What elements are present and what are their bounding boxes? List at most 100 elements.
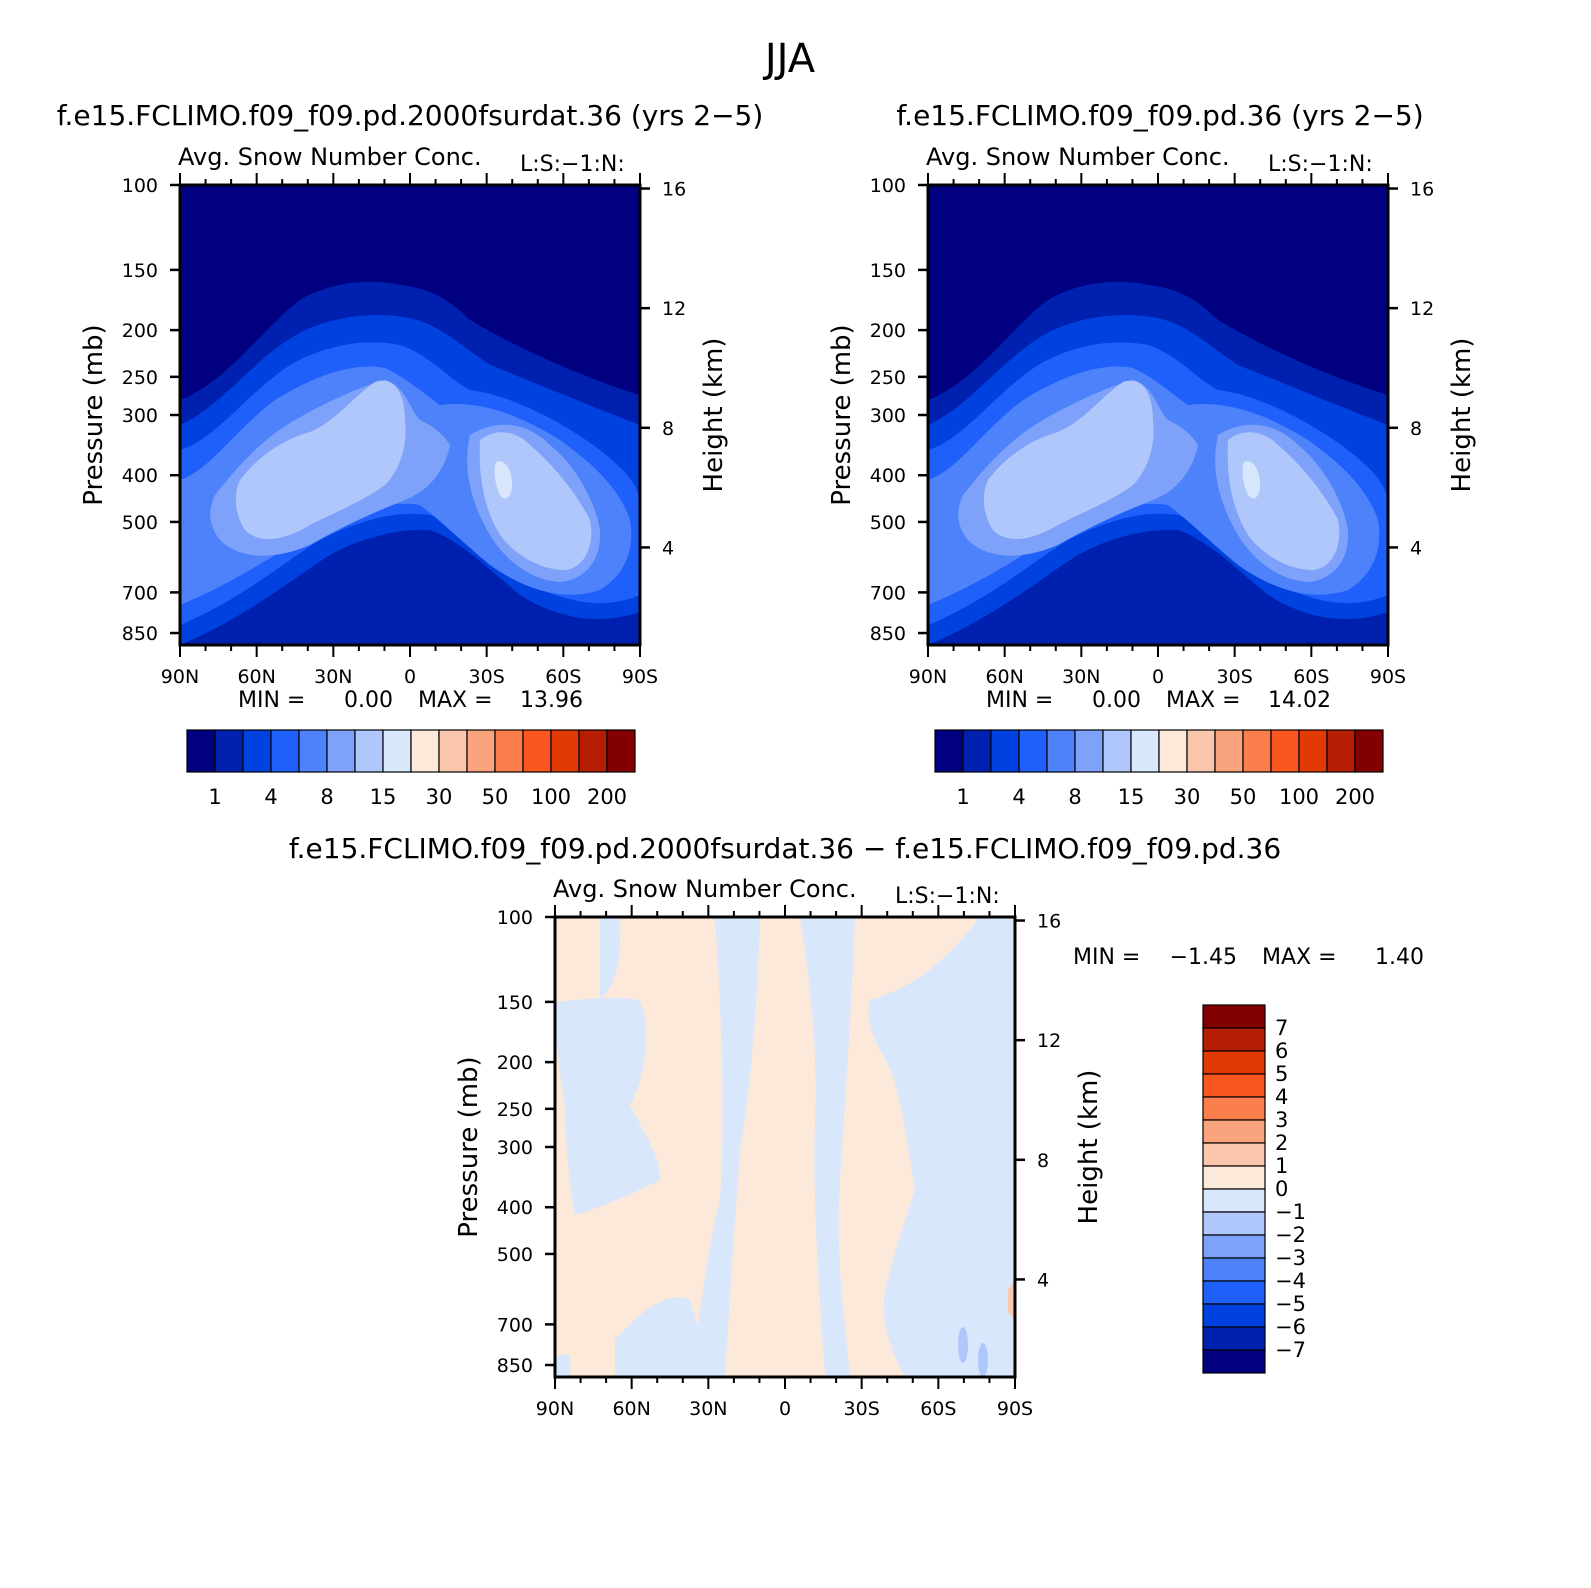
colorbar-label: 2	[1275, 1131, 1288, 1155]
colorbar-box	[1046, 729, 1076, 773]
x-tick-label: 90N	[161, 666, 199, 688]
colorbar-label: −4	[1275, 1269, 1306, 1293]
colorbar-label: 4	[1275, 1085, 1288, 1109]
x-tick-label: 60N	[985, 666, 1023, 688]
y-tick-label: 150	[122, 260, 158, 282]
y-tick-label: 850	[122, 623, 158, 645]
stats-line: MIN = 0.00 MAX = 14.02	[986, 688, 1331, 713]
colorbar-box	[1298, 729, 1328, 773]
colorbar-box	[214, 729, 244, 773]
y-tick-label: 250	[497, 1099, 533, 1121]
x-tick-label: 90N	[536, 1398, 574, 1420]
colorbar-label: 0	[1275, 1177, 1288, 1201]
y-tick-label: 700	[122, 582, 158, 604]
stats-min-value: −1.45	[1170, 945, 1237, 970]
colorbar-box	[606, 729, 636, 773]
y2-axis-label: Height (km)	[1447, 338, 1477, 493]
colorbar-box	[522, 729, 552, 773]
contour-level-7	[494, 461, 512, 499]
colorbar-box	[1074, 729, 1104, 773]
x-tick-label: 60N	[237, 666, 275, 688]
y-tick-label: 150	[870, 260, 906, 282]
colorbar-label: 100	[531, 785, 571, 809]
x-tick-label: 30N	[1062, 666, 1100, 688]
colorbar-box	[1130, 729, 1160, 773]
colorbar-label: 5	[1275, 1062, 1288, 1086]
colorbar-label: 50	[1230, 785, 1257, 809]
colorbar-box	[962, 729, 992, 773]
colorbar-label: 3	[1275, 1108, 1288, 1132]
figure-title: JJA	[762, 36, 816, 82]
stats-min-label: MIN =	[1073, 945, 1140, 970]
y-tick-label: 400	[870, 465, 906, 487]
y-tick-label: 300	[497, 1137, 533, 1159]
colorbar-box	[1270, 729, 1300, 773]
colorbar-box	[1214, 729, 1244, 773]
panel-case1: f.e15.FCLIMO.f09_f09.pd.2000fsurdat.36 (…	[57, 99, 764, 809]
x-axis: 90N 60N 30N 0 30S 60S 90S	[536, 905, 1033, 1420]
colorbar-box	[494, 729, 524, 773]
colorbar-box	[1102, 729, 1132, 773]
colorbar-box	[550, 729, 580, 773]
y-tick-label: 200	[122, 320, 158, 342]
colorbar-label: −7	[1275, 1338, 1306, 1362]
y-tick-label: 100	[497, 907, 533, 929]
colorbar-label: −3	[1275, 1246, 1306, 1270]
panel-subtitle: Avg. Snow Number Conc.	[178, 143, 482, 171]
colorbar-box	[1202, 1027, 1266, 1052]
colorbar-label: −5	[1275, 1292, 1306, 1316]
colorbar-box	[1242, 729, 1272, 773]
colorbar-box	[382, 729, 412, 773]
y2-tick-label: 8	[1037, 1150, 1049, 1172]
colorbar-box	[1202, 1004, 1266, 1029]
y-tick-label: 300	[122, 405, 158, 427]
x-tick-label: 30S	[469, 666, 505, 688]
colorbar-box	[1202, 1073, 1266, 1098]
y-axis-right: 16 12 8 4	[1015, 911, 1061, 1291]
x-tick-label: 30N	[314, 666, 352, 688]
colorbar-box	[1202, 1096, 1266, 1121]
colorbar-box	[410, 729, 440, 773]
colorbar-label: 200	[1335, 785, 1375, 809]
colorbar: 1 4 8 15 30 50 100 200	[934, 729, 1384, 809]
y2-tick-label: 4	[662, 537, 674, 559]
stats-min-value: 0.00	[1092, 688, 1141, 713]
colorbar-box	[1202, 1257, 1266, 1282]
y2-tick-label: 8	[1410, 418, 1422, 440]
x-tick-label: 0	[779, 1398, 791, 1420]
colorbar: 1 4 8 15 30 50 100 200	[186, 729, 636, 809]
diff-negative-region	[555, 997, 660, 1215]
colorbar-box	[990, 729, 1020, 773]
colorbar-label: 200	[587, 785, 627, 809]
diff-negative-region	[615, 1297, 702, 1377]
y2-axis-label: Height (km)	[1074, 1070, 1104, 1225]
colorbar-label: 30	[1174, 785, 1201, 809]
y-tick-label: 700	[497, 1314, 533, 1336]
colorbar-label: 1	[956, 785, 969, 809]
colorbar-label: −6	[1275, 1315, 1306, 1339]
diff-negative-region	[690, 917, 760, 1377]
y-axis-left: 100 150 200 250 300 400 500 700 850	[497, 907, 555, 1377]
y-axis-label: Pressure (mb)	[79, 324, 109, 505]
colorbar-label: 6	[1275, 1039, 1288, 1063]
colorbar-box	[466, 729, 496, 773]
colorbar-label: 100	[1279, 785, 1319, 809]
stats-max-label: MAX =	[418, 688, 493, 713]
colorbar-box	[298, 729, 328, 773]
colorbar-box	[1202, 1050, 1266, 1075]
x-tick-label: 90S	[622, 666, 658, 688]
panel-annotation: L:S:−1:N:	[1268, 152, 1373, 177]
panel-subtitle: Avg. Snow Number Conc.	[926, 143, 1230, 171]
x-tick-label: 30N	[689, 1398, 727, 1420]
colorbar-box	[242, 729, 272, 773]
panel-case2: f.e15.FCLIMO.f09_f09.pd.36 (yrs 2−5) Avg…	[827, 99, 1477, 809]
colorbar-box	[270, 729, 300, 773]
colorbar-box	[1202, 1188, 1266, 1213]
stats-min-value: 0.00	[344, 688, 393, 713]
y-tick-label: 150	[497, 992, 533, 1014]
panel-annotation: L:S:−1:N:	[895, 884, 1000, 909]
colorbar-box	[326, 729, 356, 773]
colorbar-label: 15	[370, 785, 397, 809]
colorbar-box	[186, 729, 216, 773]
